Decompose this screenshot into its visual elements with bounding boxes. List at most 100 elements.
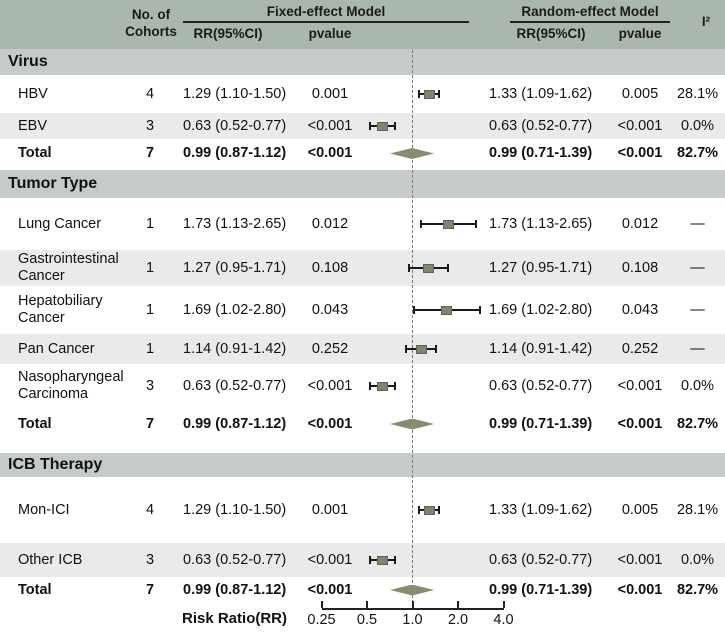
table-row: Total 7 0.99 (0.87-1.12) <0.001 0.99 (0.71-1… <box>0 408 725 440</box>
fixed-pvalue-value: <0.001 <box>307 551 353 568</box>
random-rr-value: 0.63 (0.52-0.77) <box>489 551 593 568</box>
fixed-pvalue-value: <0.001 <box>307 581 353 598</box>
point-estimate-marker <box>376 381 388 391</box>
ci-cap-high <box>394 556 397 564</box>
study-label: Other ICB <box>18 551 83 568</box>
fixed-rr-value: 1.27 (0.95-1.71) <box>183 259 287 276</box>
i2-value: — <box>690 301 705 318</box>
cohorts-column-header: No. of Cohorts <box>112 6 190 40</box>
random-pvalue-value: <0.001 <box>617 415 663 432</box>
study-label: Total <box>18 581 52 598</box>
fixed-rr-value: 0.63 (0.52-0.77) <box>183 551 287 568</box>
section-header-tumor-type: Tumor Type <box>0 170 725 198</box>
table-row: Lung Cancer 1 1.73 (1.13-2.65) 0.012 1.73 (1… <box>0 198 725 250</box>
table-row: HBV 4 1.29 (1.10-1.50) 0.001 1.33 (1.09-1.62… <box>0 75 725 113</box>
cohorts-value: 1 <box>145 259 155 276</box>
random-rr-value: 1.69 (1.02-2.80) <box>489 301 593 318</box>
ci-cap-high <box>479 306 482 314</box>
study-label: Nasopharyngeal Carcinoma <box>18 369 124 402</box>
ci-cap-low <box>405 345 408 353</box>
random-pvalue-value: <0.001 <box>617 377 663 394</box>
random-pvalue-column-header: pvalue <box>618 26 662 41</box>
ci-cap-high <box>438 506 441 514</box>
cohorts-value: 7 <box>145 581 155 598</box>
cohorts-header-line1: No. of <box>131 7 171 22</box>
fixed-rr-value: 0.63 (0.52-0.77) <box>183 377 287 394</box>
fixed-pvalue-value: <0.001 <box>307 145 353 161</box>
table-row: Other ICB 3 0.63 (0.52-0.77) <0.001 0.63 (0.… <box>0 543 725 577</box>
fixed-pvalue-value: 0.001 <box>311 501 349 518</box>
table-row: Total 7 0.99 (0.87-1.12) <0.001 0.99 (0.71-1… <box>0 139 725 168</box>
random-pvalue-value: 0.043 <box>621 301 659 318</box>
study-label: Total <box>18 415 52 432</box>
ci-cap-low <box>417 506 420 514</box>
cohorts-value: 1 <box>145 340 155 357</box>
section-title: Tumor Type <box>8 175 98 192</box>
i2-value: — <box>690 259 705 276</box>
point-estimate-marker <box>423 505 435 515</box>
table-header: No. of Cohorts Fixed-effect Model RR(95%… <box>0 0 725 49</box>
i2-column-header: I² <box>701 14 711 29</box>
random-rr-value: 1.27 (0.95-1.71) <box>489 259 593 276</box>
fixed-rr-value: 1.29 (1.10-1.50) <box>183 501 287 518</box>
random-pvalue-value: 0.005 <box>621 85 659 102</box>
random-pvalue-value: 0.005 <box>621 501 659 518</box>
fixed-model-group-header: Fixed-effect Model <box>183 4 469 23</box>
study-label: Gastrointestinal Cancer <box>18 251 119 284</box>
random-rr-value: 1.14 (0.91-1.42) <box>489 340 593 357</box>
point-estimate-marker <box>376 555 388 565</box>
random-rr-value: 0.99 (0.71-1.39) <box>489 415 593 432</box>
fixed-pvalue-value: <0.001 <box>307 415 353 432</box>
i2-value: 82.7% <box>676 145 719 161</box>
point-estimate-marker <box>415 344 427 354</box>
random-pvalue-value: 0.012 <box>621 215 659 232</box>
x-axis-tick-label: 4.0 <box>493 612 514 628</box>
point-estimate-marker <box>376 121 388 131</box>
fixed-rr-value: 0.63 (0.52-0.77) <box>183 117 287 134</box>
fixed-pvalue-value: 0.252 <box>311 340 349 357</box>
ci-cap-low <box>368 556 371 564</box>
study-label: EBV <box>18 117 48 134</box>
random-pvalue-value: 0.108 <box>621 259 659 276</box>
ci-cap-high <box>446 264 449 272</box>
ci-cap-low <box>408 264 411 272</box>
random-model-group-header: Random-effect Model <box>510 4 670 23</box>
section-title: Virus <box>8 53 48 70</box>
study-label: Pan Cancer <box>18 340 95 357</box>
cohorts-value: 3 <box>145 377 155 394</box>
cohorts-value: 3 <box>145 117 155 134</box>
cohorts-value: 3 <box>145 551 155 568</box>
study-label: Mon-ICI <box>18 501 70 518</box>
fixed-pvalue-column-header: pvalue <box>308 26 352 41</box>
section-header-icb-therapy: ICB Therapy <box>0 453 725 477</box>
table-row: Hepatobiliary Cancer 1 1.69 (1.02-2.80) 0.0… <box>0 286 725 334</box>
cohorts-value: 1 <box>145 215 155 232</box>
cohorts-value: 4 <box>145 501 155 518</box>
i2-value: 82.7% <box>676 581 719 598</box>
ci-cap-high <box>434 345 437 353</box>
table-row: Nasopharyngeal Carcinoma 3 0.63 (0.52-0.77… <box>0 364 725 408</box>
study-label: HBV <box>18 85 48 102</box>
reference-line <box>412 50 413 608</box>
fixed-rr-value: 1.29 (1.10-1.50) <box>183 85 287 102</box>
fixed-pvalue-value: 0.001 <box>311 85 349 102</box>
x-axis-label: Risk Ratio(RR) <box>182 610 288 627</box>
i2-value: 28.1% <box>676 501 719 518</box>
random-rr-value: 1.73 (1.13-2.65) <box>489 215 593 232</box>
random-rr-value: 0.63 (0.52-0.77) <box>489 377 593 394</box>
random-rr-value: 1.33 (1.09-1.62) <box>489 501 593 518</box>
fixed-rr-value: 1.14 (0.91-1.42) <box>183 340 287 357</box>
table-row: Total 7 0.99 (0.87-1.12) <0.001 0.99 (0.71-1… <box>0 577 725 603</box>
random-pvalue-value: 0.252 <box>621 340 659 357</box>
ci-cap-low <box>419 220 422 228</box>
point-estimate-marker <box>423 89 435 99</box>
x-axis-tick-label: 0.25 <box>307 612 336 628</box>
fixed-rr-value: 0.99 (0.87-1.12) <box>183 145 287 161</box>
i2-value: 0.0% <box>680 377 715 394</box>
i2-value: — <box>690 340 705 357</box>
fixed-model-title: Fixed-effect Model <box>266 4 386 19</box>
random-rr-value: 0.99 (0.71-1.39) <box>489 145 593 161</box>
i2-value: 28.1% <box>676 85 719 102</box>
random-rr-value: 0.99 (0.71-1.39) <box>489 581 593 598</box>
